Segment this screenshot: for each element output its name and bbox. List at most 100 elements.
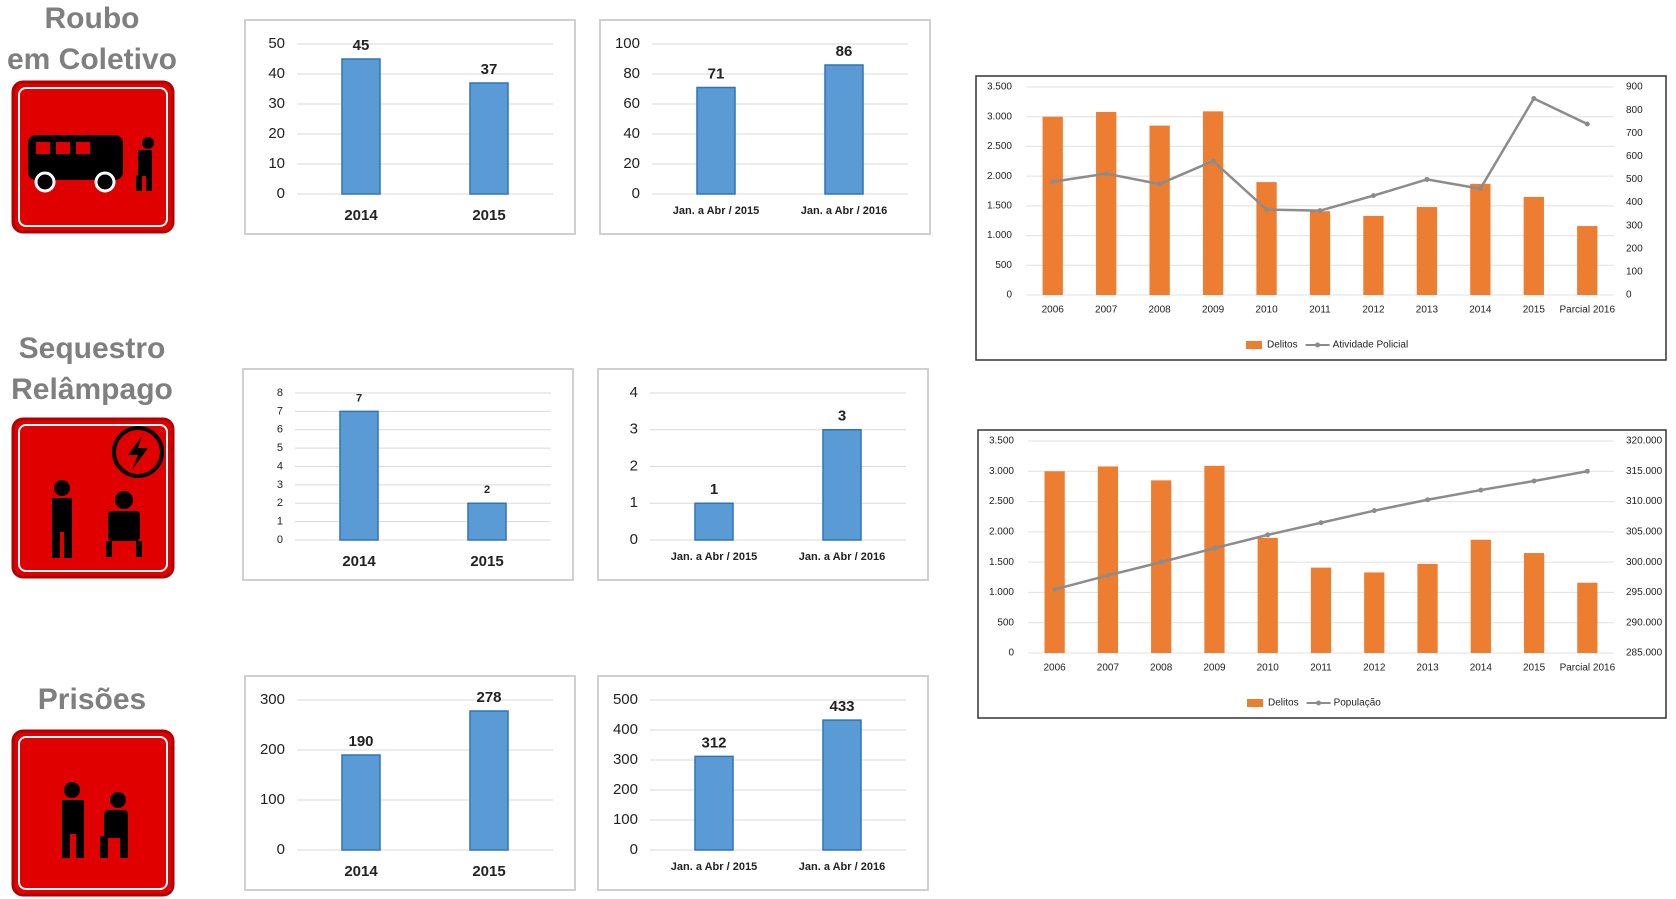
bar	[1044, 471, 1065, 653]
y-tick-label: 0	[630, 841, 638, 858]
y-tick-label: 200	[613, 781, 638, 798]
section-title: Roubo	[45, 2, 140, 35]
line-marker	[1370, 193, 1376, 199]
bar	[1523, 196, 1544, 295]
section-title: Prisões	[38, 683, 146, 716]
y-tick-label: 500	[997, 617, 1014, 628]
chart-frame	[597, 675, 929, 891]
bar	[1202, 111, 1224, 295]
y-tick-label: 10	[268, 155, 285, 172]
x-tick-label: 2015	[472, 207, 505, 224]
line-marker	[1477, 186, 1483, 192]
value-label: 3	[838, 408, 846, 425]
y2-tick-label: 900	[1626, 82, 1643, 93]
x-tick-label: Parcial 2016	[1560, 663, 1616, 674]
value-label: 278	[476, 689, 501, 706]
bar	[1097, 466, 1119, 653]
legend-swatch	[1246, 341, 1262, 349]
line-marker	[1265, 532, 1271, 538]
bar	[467, 502, 507, 541]
y2-tick-label: 100	[1626, 267, 1643, 278]
y-tick-label: 200	[260, 741, 285, 758]
x-tick-label: 2014	[1469, 305, 1492, 316]
line-marker	[1103, 171, 1109, 177]
x-tick-label: 2014	[342, 553, 376, 570]
y-tick-label: 3	[277, 479, 283, 491]
y-tick-label: 1.500	[989, 557, 1014, 568]
bar	[1149, 125, 1170, 295]
x-tick-label: 2009	[1202, 305, 1225, 316]
bar	[1256, 182, 1277, 295]
x-tick-label: Jan. a Abr / 2016	[801, 205, 887, 217]
bar	[822, 429, 862, 541]
y-tick-label: 80	[623, 65, 640, 82]
bar	[694, 502, 734, 541]
line-marker	[1211, 545, 1217, 551]
y2-tick-label: 285.000	[1626, 648, 1663, 659]
y-tick-label: 300	[260, 691, 285, 708]
y-tick-label: 500	[613, 691, 638, 708]
y-tick-label: 100	[613, 811, 638, 828]
line-marker	[1105, 572, 1111, 578]
bar	[1577, 582, 1598, 653]
x-tick-label: 2011	[1309, 305, 1331, 316]
y2-tick-label: 295.000	[1626, 587, 1663, 598]
y2-tick-label: 600	[1626, 151, 1643, 162]
x-tick-label: 2014	[344, 207, 378, 224]
y-tick-label: 500	[995, 260, 1012, 271]
line-marker	[1050, 179, 1056, 185]
y-tick-label: 3.000	[989, 466, 1014, 477]
chart-frame	[244, 19, 576, 235]
line-marker	[1584, 468, 1590, 474]
x-tick-label: 2009	[1203, 663, 1226, 674]
y2-tick-label: 400	[1626, 197, 1643, 208]
y2-tick-label: 200	[1626, 243, 1643, 254]
x-tick-label: 2011	[1310, 663, 1332, 674]
line-marker	[1584, 121, 1590, 127]
line-marker	[1531, 478, 1537, 484]
y-tick-label: 0	[630, 531, 638, 548]
x-tick-label: 2007	[1095, 305, 1118, 316]
value-label: 71	[708, 65, 725, 82]
line-marker	[1317, 208, 1323, 214]
bar	[1577, 226, 1598, 295]
x-tick-label: 2015	[472, 863, 505, 880]
bar	[1470, 183, 1491, 295]
legend-label: Atividade Policial	[1333, 340, 1409, 351]
x-tick-label: Jan. a Abr / 2016	[799, 551, 885, 563]
bar	[1416, 207, 1438, 295]
y-tick-label: 2.500	[987, 141, 1012, 152]
x-tick-label: 2010	[1257, 663, 1280, 674]
bar	[1417, 563, 1438, 653]
bar	[1204, 465, 1225, 653]
x-tick-label: Jan. a Abr / 2015	[671, 861, 757, 873]
line-marker	[1531, 96, 1537, 102]
x-tick-label: 2014	[344, 863, 378, 880]
y-tick-label: 0	[277, 841, 285, 858]
x-tick-label: 2015	[1523, 305, 1546, 316]
line-marker	[1210, 158, 1216, 164]
y-tick-label: 0	[632, 185, 640, 202]
y-tick-label: 100	[615, 35, 640, 52]
bar	[1310, 567, 1332, 653]
chart-frame	[244, 675, 576, 891]
y2-tick-label: 0	[1626, 290, 1632, 301]
bar	[696, 86, 736, 195]
y-tick-label: 40	[268, 65, 285, 82]
bar	[822, 719, 862, 851]
x-tick-label: 2007	[1097, 663, 1120, 674]
y2-tick-label: 310.000	[1626, 496, 1663, 507]
y-tick-label: 20	[623, 155, 640, 172]
y-tick-label: 3.500	[989, 436, 1014, 447]
line-marker	[1157, 181, 1163, 187]
y-tick-label: 20	[268, 125, 285, 142]
y2-tick-label: 300	[1626, 220, 1643, 231]
bar	[1470, 539, 1491, 653]
x-tick-label: 2013	[1416, 305, 1439, 316]
bar	[469, 82, 509, 195]
x-tick-label: 2014	[1470, 663, 1493, 674]
legend-swatch	[1247, 699, 1263, 707]
bar	[1042, 116, 1063, 295]
legend-swatch	[1316, 700, 1322, 706]
